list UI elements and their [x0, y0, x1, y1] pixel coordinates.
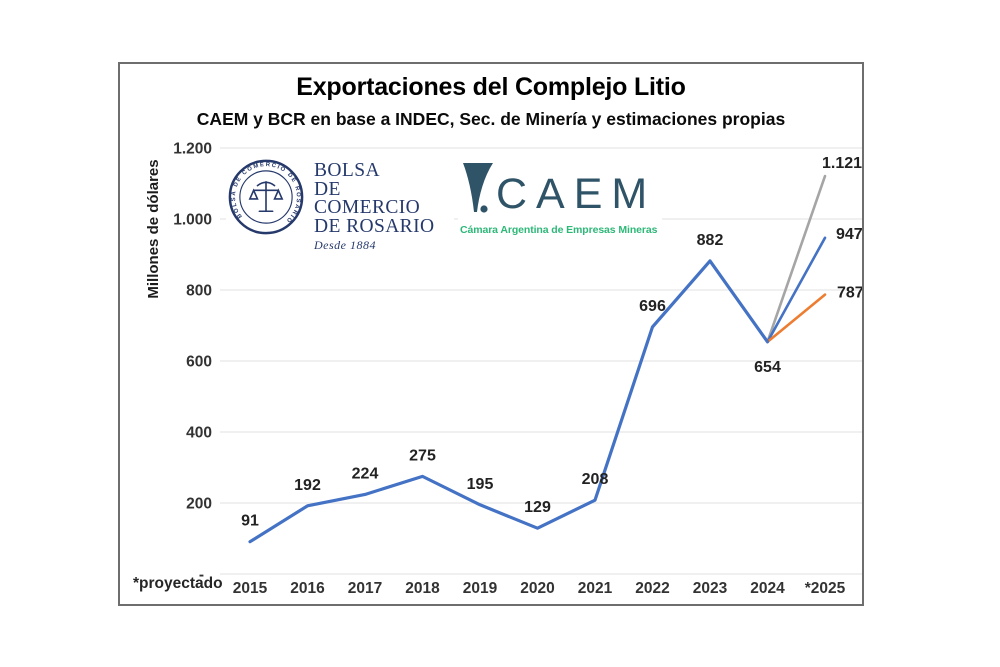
y-tick-label: 1.000: [173, 212, 212, 229]
y-tick-label: 600: [186, 354, 212, 371]
y-tick-label: -: [199, 567, 204, 584]
chart-title: Exportaciones del Complejo Litio: [296, 73, 686, 101]
x-tick-label: 2020: [520, 580, 554, 597]
projection-line: [766, 293, 827, 344]
caem-flag-icon: [463, 163, 493, 213]
projection-line: [766, 174, 827, 344]
bcr-line2: DE COMERCIO: [314, 178, 421, 218]
footnote-proyectado: *proyectado: [133, 575, 223, 592]
x-tick-label: 2018: [405, 580, 440, 597]
x-tick-label: 2022: [635, 580, 669, 597]
y-tick-label: 800: [186, 283, 212, 300]
bcr-seal-icon: BOLSA DE COMERCIO DE ROSARIO: [228, 159, 304, 235]
chart-subtitle: CAEM y BCR en base a INDEC, Sec. de Mine…: [196, 109, 786, 129]
data-label-projection: 787: [837, 285, 862, 302]
data-label: 654: [754, 359, 781, 376]
data-label: 275: [409, 447, 436, 464]
x-tick-label: 2019: [463, 580, 498, 597]
x-tick-label: 2024: [750, 580, 785, 597]
data-label: 208: [582, 471, 609, 488]
projection-line: [766, 236, 827, 344]
x-tick-label: 2021: [578, 580, 613, 597]
x-tick-label: *2025: [805, 580, 846, 597]
x-tick-label: 2023: [693, 580, 728, 597]
y-tick-label: 400: [186, 425, 212, 442]
x-tick-label: 2016: [290, 580, 325, 597]
data-label: 696: [639, 298, 666, 315]
scales-icon: [248, 180, 284, 213]
data-label: 224: [352, 465, 379, 482]
data-label: 195: [467, 476, 494, 493]
bcr-line1: BOLSA: [314, 160, 380, 181]
bcr-tagline: Desde 1884: [314, 238, 376, 252]
bcr-logo: BOLSA DE COMERCIO DE ROSARIO BOLSA DE CO…: [226, 157, 454, 251]
y-tick-label: 200: [186, 496, 212, 513]
series-line-actual: [248, 259, 770, 544]
data-label: 192: [294, 477, 321, 494]
x-tick-label: 2015: [233, 580, 268, 597]
bcr-wordmark: BOLSA DE COMERCIO DE ROSARIO Desde 1884: [314, 159, 452, 251]
plot-area: - 200 400 600 800 1.000 1.200 2015 2016 2017 2018 2…: [173, 141, 862, 597]
data-label: 91: [241, 513, 259, 530]
bcr-line3: DE ROSARIO: [314, 215, 435, 237]
data-label: 129: [524, 499, 551, 516]
chart-container: Exportaciones del Complejo Litio CAEM y …: [118, 62, 864, 606]
data-label-projection: 947: [836, 226, 862, 243]
data-label: 882: [697, 232, 724, 249]
caem-tagline: Cámara Argentina de Empresas Mineras: [460, 224, 658, 236]
data-label-projection: 1.121: [822, 155, 862, 172]
caem-wordmark: CAEM: [496, 170, 657, 218]
caem-logo: CAEM Cámara Argentina de Empresas Minera…: [458, 162, 662, 242]
x-tick-label: 2017: [348, 580, 382, 597]
y-axis-title: Millones de dólares: [145, 159, 162, 299]
y-tick-label: 1.200: [173, 141, 212, 158]
